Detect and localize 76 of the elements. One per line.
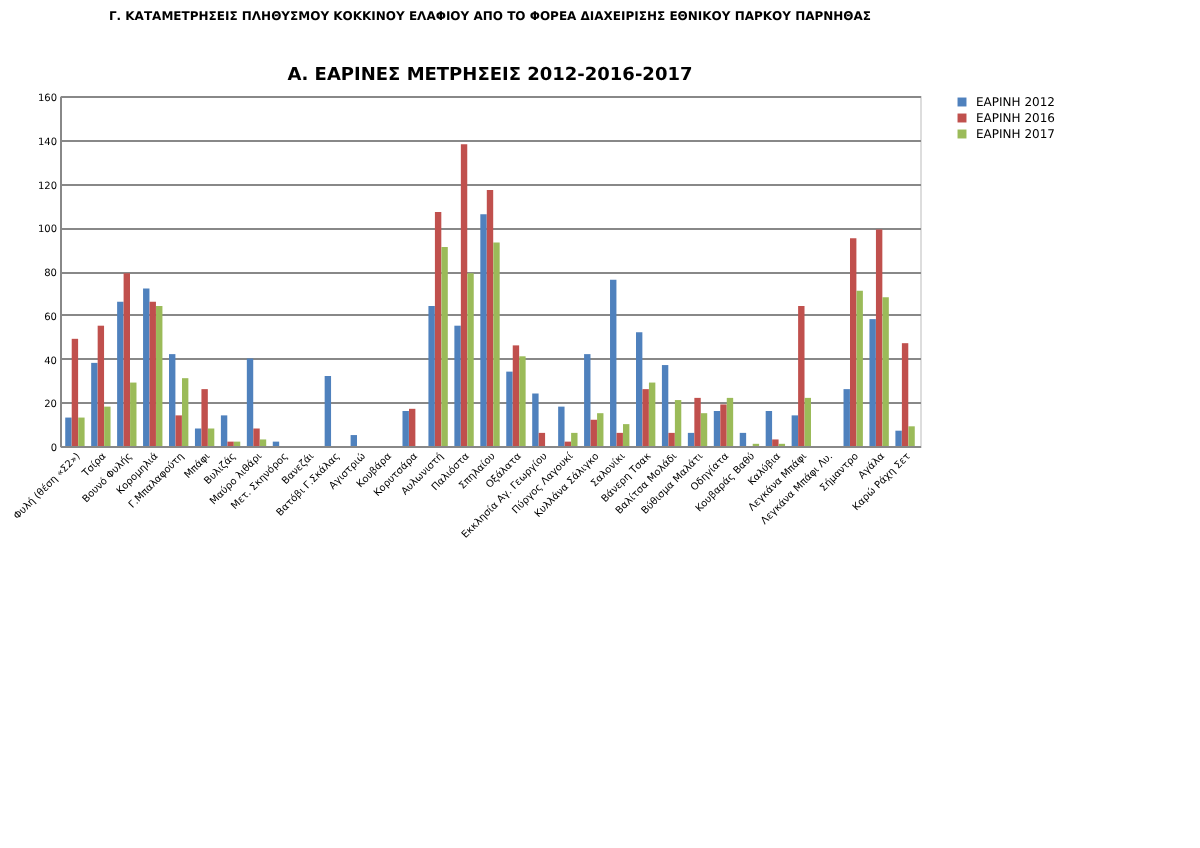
bar: [694, 397, 701, 446]
bar: [642, 389, 649, 446]
bar: [700, 413, 708, 446]
bar: [130, 382, 137, 446]
bar: [661, 365, 669, 446]
bar: [117, 301, 124, 446]
bar: [726, 397, 734, 446]
bar: [538, 432, 546, 446]
bar: [467, 273, 474, 446]
bar: [597, 413, 604, 446]
bar: [201, 389, 208, 446]
bar: [350, 435, 357, 446]
bar: [720, 404, 727, 446]
bar: [623, 424, 630, 446]
bar: [480, 214, 487, 446]
bar: [91, 362, 98, 446]
bar: [402, 411, 409, 446]
bar: [901, 343, 909, 446]
bar: [713, 411, 721, 446]
bar: [519, 356, 526, 446]
bar: [428, 306, 435, 446]
bar: [772, 439, 779, 446]
bar: [687, 432, 695, 446]
bar: [558, 406, 565, 446]
bar: [175, 415, 182, 446]
bar: [324, 376, 332, 446]
bar: [408, 408, 416, 446]
bar: [908, 426, 915, 446]
bar: [149, 301, 156, 446]
bar: [253, 428, 260, 446]
bar: [441, 246, 448, 446]
bar: [506, 371, 513, 446]
bar: [181, 378, 189, 446]
bar: [454, 325, 461, 446]
chart-subtitle: Α. ΕΑΡΙΝΕΣ ΜΕΤΡΗΣΕΙΣ 2012-2016-2017: [287, 66, 693, 86]
bar: [804, 397, 811, 446]
bar: [869, 319, 876, 446]
bar: [791, 415, 799, 446]
bar: [493, 242, 500, 446]
bar: [259, 439, 267, 446]
bar: [169, 354, 176, 446]
bar: [648, 382, 656, 446]
bar: [856, 290, 863, 446]
bar: [194, 428, 202, 446]
bar: [571, 432, 578, 446]
bar: [512, 345, 520, 446]
bar: [798, 306, 805, 446]
bar: [610, 279, 617, 446]
bar: [207, 428, 215, 446]
bar: [78, 417, 85, 446]
bar: [882, 297, 889, 446]
bar: [156, 306, 163, 446]
bar: [71, 338, 79, 446]
bar: [674, 400, 682, 446]
bar: [486, 190, 494, 446]
bar: [434, 211, 442, 446]
bar: [246, 358, 254, 446]
bar: [143, 288, 150, 446]
bar: [739, 432, 747, 446]
bar: [532, 393, 539, 446]
bar: [220, 415, 228, 446]
bar: [460, 144, 468, 446]
bar: [765, 411, 773, 446]
bar: [65, 417, 72, 446]
bar: [104, 406, 111, 446]
bar: [123, 273, 130, 446]
bar: [590, 419, 597, 446]
bar: [616, 432, 623, 446]
bar: [843, 389, 850, 446]
bar: [635, 332, 643, 446]
bar: [875, 229, 883, 446]
bar: [895, 430, 902, 446]
bar: [668, 432, 675, 446]
bar: [584, 354, 591, 446]
bar: [97, 325, 105, 446]
bar: [850, 238, 857, 446]
